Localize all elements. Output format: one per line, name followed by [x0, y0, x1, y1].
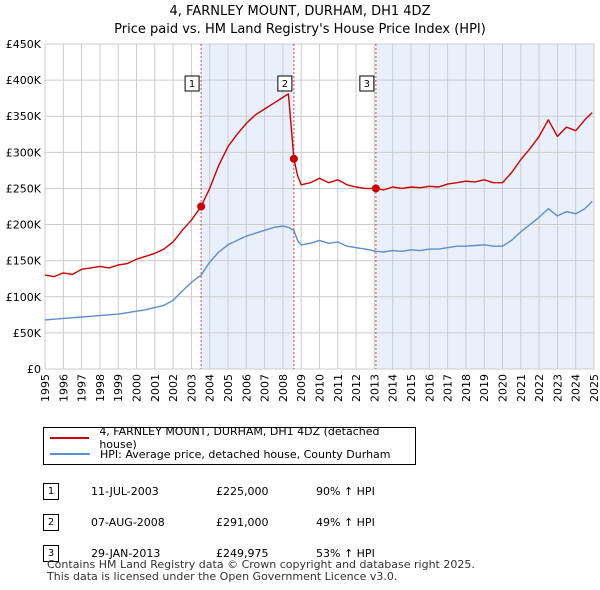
x-tick-label: 1996 — [57, 374, 70, 402]
x-tick-label: 1995 — [39, 374, 52, 402]
x-tick-label: 2004 — [204, 374, 217, 402]
sale-point — [371, 184, 380, 193]
y-tick-label: £300K — [6, 146, 42, 159]
x-tick-label: 2025 — [588, 374, 600, 402]
x-tick-label: 2018 — [460, 374, 473, 402]
sale-number-label: 2 — [282, 79, 288, 90]
footer: Contains HM Land Registry data © Crown c… — [47, 559, 475, 583]
legend-label-property: 4, FARNLEY MOUNT, DURHAM, DH1 4DZ (detac… — [99, 425, 380, 451]
x-tick-label: 2003 — [185, 374, 198, 402]
shade-sale-3-end — [375, 44, 594, 369]
y-tick-label: £200K — [6, 219, 42, 232]
legend-swatch-hpi — [50, 453, 90, 455]
sale-price: £291,000 — [216, 516, 269, 529]
x-tick-label: 2011 — [332, 374, 345, 402]
y-tick-label: £100K — [6, 291, 42, 304]
price-chart: £0 £50K £100K £150K £200K £250K £300K £350K £400… — [6, 38, 600, 402]
chart-title: 4, FARNLEY MOUNT, DURHAM, DH1 4DZ — [169, 4, 431, 19]
legend-swatch-property — [50, 437, 90, 439]
x-tick-label: 2009 — [295, 374, 308, 402]
x-tick-label: 2021 — [515, 374, 528, 402]
sale-number-box — [359, 75, 375, 92]
sale-number-badge: 1 — [43, 483, 59, 500]
sale-number-box — [184, 75, 200, 92]
sale-hpi-change: 90% ↑ HPI — [316, 485, 375, 498]
shade-sale-1-2 — [201, 44, 294, 369]
y-tick-label: £0 — [27, 363, 41, 376]
x-tick-label: 2001 — [149, 374, 162, 402]
x-tick-label: 2024 — [570, 374, 583, 402]
sale-number-badge: 2 — [43, 514, 59, 531]
x-tick-label: 2019 — [478, 374, 491, 402]
y-tick-label: £250K — [6, 182, 42, 195]
chart-legend: 4, FARNLEY MOUNT, DURHAM, DH1 4DZ (detac… — [43, 425, 416, 465]
x-tick-label: 2005 — [222, 374, 235, 402]
hpi-line — [44, 200, 593, 321]
y-tick-label: £50K — [13, 327, 42, 340]
property-price-line — [44, 93, 593, 278]
sale-date: 11-JUL-2003 — [91, 485, 159, 498]
x-tick-label: 2000 — [131, 374, 144, 402]
x-tick-label: 1998 — [94, 374, 107, 402]
sale-point — [197, 202, 206, 211]
x-tick-label: 2002 — [167, 374, 180, 402]
sale-date: 07-AUG-2008 — [91, 516, 165, 529]
legend-item-property: 4, FARNLEY MOUNT, DURHAM, DH1 4DZ (detac… — [50, 425, 415, 451]
x-tick-label: 2015 — [405, 374, 418, 402]
x-tick-label: 2006 — [240, 374, 253, 402]
sale-price: £225,000 — [216, 485, 269, 498]
x-tick-label: 2016 — [423, 374, 436, 402]
sales-table: 1 11-JUL-2003 £225,000 90% ↑ HPI 2 07-AU… — [43, 476, 375, 569]
sale-hpi-change: 53% ↑ HPI — [316, 547, 375, 560]
sale-number-badge: 3 — [43, 545, 59, 562]
y-tick-label: £450K — [6, 38, 42, 51]
chart-subtitle: Price paid vs. HM Land Registry's House … — [114, 22, 486, 37]
y-tick-label: £350K — [6, 110, 42, 123]
x-tick-label: 2022 — [533, 374, 546, 402]
sale-point — [289, 154, 298, 163]
x-tick-label: 2008 — [277, 374, 290, 402]
footer-line-1: Contains HM Land Registry data © Crown c… — [47, 558, 475, 571]
x-tick-label: 2014 — [387, 374, 400, 402]
table-row: 3 29-JAN-2013 £249,975 53% ↑ HPI — [43, 538, 375, 569]
y-tick-label: £150K — [6, 255, 42, 268]
legend-item-hpi: HPI: Average price, detached house, Coun… — [50, 446, 391, 462]
x-tick-label: 2020 — [497, 374, 510, 402]
sale-number-label: 1 — [189, 79, 195, 90]
footer-line-2: This data is licensed under the Open Gov… — [47, 570, 398, 583]
plot-frame — [44, 43, 595, 370]
table-row: 1 11-JUL-2003 £225,000 90% ↑ HPI — [43, 476, 375, 507]
x-tick-label: 2010 — [314, 374, 327, 402]
y-tick-label: £400K — [6, 74, 42, 87]
x-tick-label: 2012 — [350, 374, 363, 402]
sale-date: 29-JAN-2013 — [91, 547, 161, 560]
x-tick-label: 1999 — [112, 374, 125, 402]
sale-number-box — [277, 75, 293, 92]
sale-number-label: 3 — [364, 79, 370, 90]
table-row: 2 07-AUG-2008 £291,000 49% ↑ HPI — [43, 507, 375, 538]
sale-hpi-change: 49% ↑ HPI — [316, 516, 375, 529]
x-tick-label: 2017 — [442, 374, 455, 402]
sale-price: £249,975 — [216, 547, 269, 560]
x-tick-label: 2013 — [368, 374, 381, 402]
x-tick-label: 2023 — [551, 374, 564, 402]
legend-label-hpi: HPI: Average price, detached house, Coun… — [100, 447, 391, 461]
x-tick-label: 1997 — [76, 374, 89, 402]
x-tick-label: 2007 — [259, 374, 272, 402]
